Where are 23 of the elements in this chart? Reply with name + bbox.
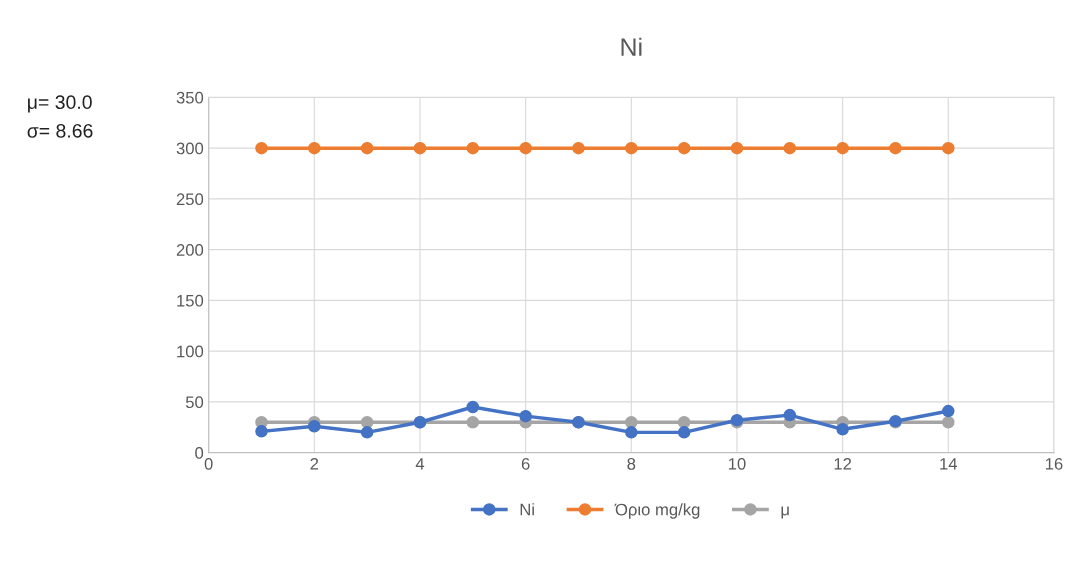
x-tick-label: 0	[204, 457, 213, 470]
legend-label: μ	[781, 506, 789, 519]
y-tick-label: 350	[176, 91, 204, 104]
x-tick-label: 12	[834, 457, 852, 470]
chart-title: Ni	[621, 37, 642, 56]
x-tick-label: 4	[415, 458, 425, 470]
text: μ= 30.0	[28, 95, 92, 113]
y-tick-label: 100	[177, 345, 204, 358]
x-tick-label: 16	[1045, 457, 1063, 470]
text: σ= 8.66	[27, 123, 93, 138]
x-tick-label: 14	[940, 458, 958, 470]
x-tick-label: 2	[310, 457, 319, 470]
legend-label: Όριο mg/kg	[614, 503, 700, 519]
legend-label: Ni	[520, 503, 534, 516]
y-tick-label: 150	[177, 294, 204, 307]
y-tick-label: 200	[176, 244, 204, 256]
x-tick-label: 6	[521, 457, 530, 470]
x-tick-label: 8	[627, 457, 636, 470]
y-tick-label: 300	[176, 142, 204, 155]
y-tick-label: 50	[185, 396, 204, 409]
y-tick-label: 0	[195, 447, 204, 459]
x-tick-label: 10	[728, 457, 746, 470]
y-tick-label: 250	[176, 193, 204, 206]
